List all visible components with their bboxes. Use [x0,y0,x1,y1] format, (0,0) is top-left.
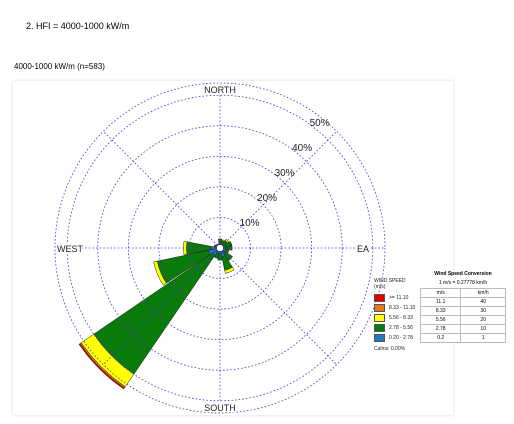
conversion-kmh-cell: 10 [460,324,506,334]
compass-label-s: SOUTH [204,403,236,413]
legend-swatch [374,334,385,342]
grid-ring-40 [97,125,343,371]
wind-rose-chart: 10% 20% 30% 40% 50% NORTH SOUTH WEST EA [54,82,386,415]
legend-title-line1: WIND SPEED [374,278,406,284]
conversion-row: 2.78 10 [419,324,506,334]
conversion-ms-cell: 2.78 [419,324,462,334]
grid-spoke [219,131,337,249]
compass-label-e: EA [357,244,369,254]
legend-label: 2.78 - 5.56 [389,325,413,331]
legend-label: 0.20 - 2.78 [389,335,413,341]
conversion-header-ms: m/s [419,288,462,298]
legend-title: WIND SPEED (m/s) [374,278,415,290]
conversion-kmh-cell: 40 [460,297,506,307]
grid-spoke [103,247,221,365]
conversion-title: Wind Speed Conversion [434,271,492,277]
legend-item: 0.20 - 2.78 [374,333,415,343]
conversion-kmh-cell: 1 [460,333,506,343]
conversion-ms-cell: 11.1 [419,297,462,307]
chart-panel: 10% 20% 30% 40% 50% NORTH SOUTH WEST EA [13,81,453,415]
legend-title-line2: (m/s) [374,284,386,290]
legend-item: 5.56 - 8.33 [374,313,415,323]
conversion-ms-cell: 0.2 [419,333,462,343]
legend-swatch [374,294,385,302]
conversion-kmh-cell: 30 [460,306,506,316]
compass-label-w: WEST [57,244,84,254]
ring-label-40: 40% [292,143,312,154]
section-heading: 2. HFI = 4000-1000 kW/m [26,21,130,31]
ring-label-10: 10% [240,218,260,229]
grid-ring-outer [54,82,386,414]
ring-label-50: 50% [310,118,330,129]
conversion-ms-cell: 8.33 [419,306,462,316]
petal-e-bin-1 [225,245,233,251]
conversion-row: 5.56 20 [419,315,506,325]
wind-speed-legend: WIND SPEED (m/s) >= 11.10 8.33 - 11.10 5.5… [374,278,415,352]
legend-item: 2.78 - 5.56 [374,323,415,333]
conversion-formula: 1 m/s = 0.27778 km/h [438,280,488,286]
grid-ring-10 [189,217,251,279]
conversion-kmh-cell: 20 [460,315,506,325]
legend-item: >= 11.10 [374,293,415,303]
compass-label-n: NORTH [204,85,236,95]
legend-swatch [374,304,385,312]
grid-spoke [103,131,221,249]
legend-swatch [374,314,385,322]
calm-center [216,244,224,252]
petal-wsw-bin-2 [153,260,167,286]
conversion-row: 8.33 30 [419,306,506,316]
petal-sse-bin-2 [224,266,235,274]
legend-label: 5.56 - 8.33 [389,315,413,321]
petal-w-bin-2 [183,240,188,256]
grid-ring-20 [158,186,282,310]
grid-ring-30 [127,155,313,341]
legend-swatch [374,324,385,332]
legend-label: 8.33 - 11.10 [389,305,416,311]
legend-item: 8.33 - 11.10 [374,303,415,313]
conversion-grid: m/s km/h 11.1 40 8.33 30 5.56 20 2.78 10 0.2 1 [419,288,506,343]
ring-label-30: 30% [275,168,295,179]
petal-s-bin-1 [217,253,223,261]
wind-speed-conversion-table: Wind Speed Conversion 1 m/s = 0.27778 km… [419,270,506,343]
conversion-row: 11.1 40 [419,297,506,307]
legend-label: >= 11.10 [389,295,409,301]
ring-label-20: 20% [257,193,277,204]
calms-value: Calms: 0.00% [374,346,406,352]
chart-caption: 4000-1000 kW/m (n=583) [14,62,105,71]
petal-sw-bin-4 [78,343,125,390]
conversion-ms-cell: 5.56 [419,315,462,325]
conversion-header-kmh: km/h [460,288,506,298]
grid-spoke [219,247,337,365]
conversion-row: 0.2 1 [419,333,506,343]
